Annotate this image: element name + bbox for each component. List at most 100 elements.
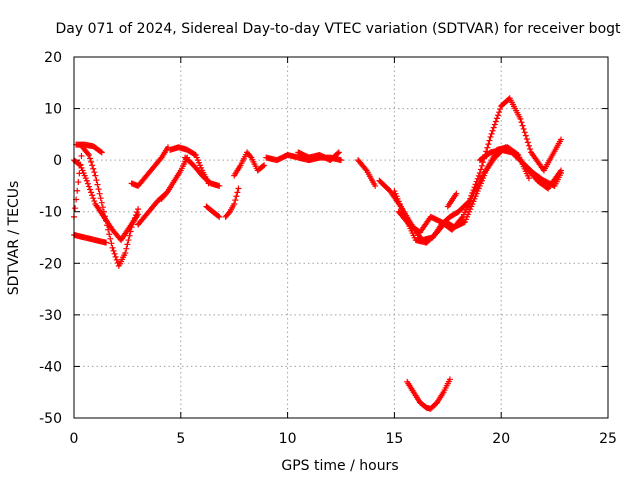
series-sat-l: [231, 149, 268, 179]
data-point-marker: [135, 211, 142, 218]
data-point-marker: [109, 244, 116, 251]
data-point-marker: [98, 199, 105, 206]
x-tick-label: 10: [279, 431, 297, 447]
data-point-marker: [525, 142, 532, 149]
data-point-marker: [453, 190, 460, 197]
data-point-marker: [334, 150, 341, 157]
y-tick-label: -10: [39, 205, 62, 221]
data-point-marker: [84, 180, 91, 187]
data-point-marker: [97, 195, 104, 202]
series-sat-d: [73, 141, 105, 156]
data-point-marker: [362, 166, 369, 173]
data-point-marker: [247, 153, 254, 160]
data-point-marker: [94, 181, 101, 188]
data-point-marker: [475, 172, 482, 179]
chart-title: Day 071 of 2024, Sidereal Day-to-day VTE…: [55, 21, 621, 37]
data-point-marker: [112, 253, 119, 260]
data-point-marker: [517, 115, 524, 122]
data-point-marker: [90, 165, 97, 172]
y-axis-label: SDTVAR / TECUs: [6, 181, 22, 296]
data-point-marker: [261, 162, 268, 169]
x-axis-ticks: 0 5 10 15 20 25: [70, 57, 617, 447]
data-point-marker: [522, 132, 529, 139]
data-point-marker: [122, 249, 129, 256]
data-point-marker: [558, 136, 565, 143]
data-point-marker: [486, 137, 493, 144]
data-point-marker: [93, 177, 100, 184]
data-point-marker: [488, 130, 495, 137]
y-tick-label: 10: [44, 102, 62, 118]
data-point-marker: [493, 115, 500, 122]
data-point-marker: [520, 125, 527, 132]
data-point-marker: [490, 124, 497, 131]
data-point-marker: [74, 187, 81, 194]
data-point-marker: [233, 193, 240, 200]
data-point-marker: [335, 149, 342, 156]
plot-frame: [73, 56, 609, 419]
data-point-marker: [478, 162, 485, 169]
data-point-marker: [521, 129, 528, 136]
data-point-marker: [477, 166, 484, 173]
data-point-marker: [123, 245, 130, 252]
data-point-marker: [88, 158, 95, 165]
data-point-marker: [111, 250, 118, 257]
data-point-marker: [216, 213, 223, 220]
data-point-marker: [107, 235, 114, 242]
series-sat-a: [71, 144, 142, 269]
data-point-marker: [99, 204, 106, 211]
data-point-marker: [95, 186, 102, 193]
data-point-marker: [231, 200, 238, 207]
series-sat-t: [444, 190, 460, 210]
data-points: [71, 95, 565, 412]
data-point-marker: [215, 213, 222, 220]
data-point-marker: [124, 241, 131, 248]
data-point-marker: [113, 256, 120, 263]
series-sat-o: [355, 157, 379, 189]
data-point-marker: [98, 149, 105, 156]
data-point-marker: [85, 151, 92, 158]
data-point-marker: [492, 118, 499, 125]
data-point-marker: [446, 376, 453, 383]
series-sat-k: [222, 185, 242, 220]
x-tick-label: 15: [385, 431, 403, 447]
data-point-marker: [234, 189, 241, 196]
data-point-marker: [125, 237, 132, 244]
data-point-marker: [163, 189, 170, 196]
data-point-marker: [235, 185, 242, 192]
data-point-marker: [72, 205, 79, 212]
data-point-marker: [76, 161, 83, 168]
data-point-marker: [97, 148, 104, 155]
y-tick-label: -30: [39, 308, 62, 324]
data-point-marker: [523, 135, 530, 142]
data-point-marker: [75, 179, 82, 186]
data-point-marker: [85, 183, 92, 190]
data-point-marker: [260, 163, 267, 170]
series-sat-n: [295, 149, 342, 164]
data-point-marker: [87, 155, 94, 162]
data-point-marker: [78, 152, 85, 159]
grid-lines: [74, 57, 608, 418]
x-tick-label: 5: [176, 431, 185, 447]
y-tick-label: 20: [44, 50, 62, 66]
x-tick-label: 20: [492, 431, 510, 447]
data-point-marker: [89, 162, 96, 169]
data-point-marker: [524, 139, 531, 146]
data-point-marker: [558, 170, 565, 177]
y-axis-ticks: -50 -40 -30 -20 -10 0 10 20: [39, 50, 608, 427]
data-point-marker: [225, 210, 232, 217]
data-point-marker: [497, 106, 504, 113]
data-point-marker: [126, 232, 133, 239]
data-point-marker: [496, 109, 503, 116]
data-point-marker: [91, 169, 98, 176]
y-tick-label: -50: [39, 411, 62, 427]
series-sat-g: [158, 154, 191, 202]
series-sat-c: [71, 231, 110, 246]
data-point-marker: [90, 195, 97, 202]
data-point-marker: [519, 122, 526, 129]
data-point-marker: [525, 175, 532, 182]
data-point-marker: [108, 240, 115, 247]
data-point-marker: [106, 231, 113, 238]
data-point-marker: [338, 157, 344, 164]
series-sat-s: [476, 146, 565, 189]
